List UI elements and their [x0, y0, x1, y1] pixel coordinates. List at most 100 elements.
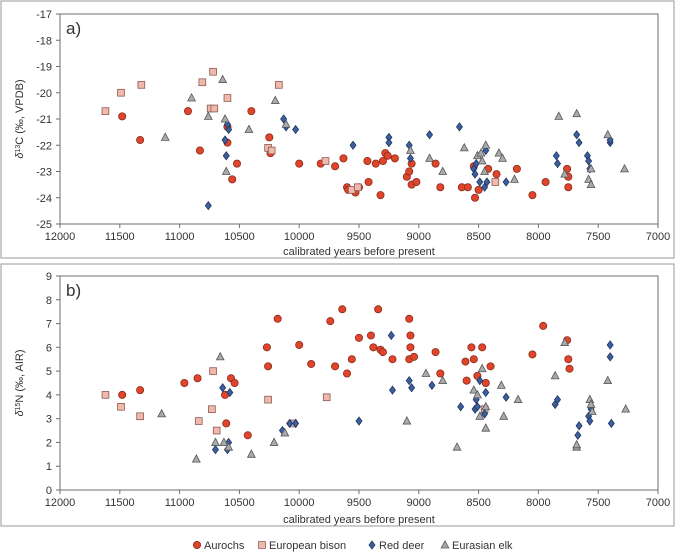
- elk-point: [191, 454, 201, 463]
- aurochs-point: [481, 378, 490, 387]
- reddeer-point: [286, 418, 294, 429]
- aurochs-point: [354, 333, 363, 342]
- aurochs-point: [233, 159, 242, 168]
- elk-point: [438, 375, 448, 385]
- y-tick-label: 4: [46, 390, 52, 402]
- chart-legend: Aurochs European bison Red deer Eurasian el…: [192, 539, 513, 552]
- aurochs-point: [431, 159, 440, 168]
- aurochs-point: [369, 343, 378, 352]
- elk-point: [472, 389, 482, 399]
- elk-point: [496, 380, 506, 389]
- y-tick-label: 5: [46, 366, 52, 378]
- reddeer-point: [222, 151, 230, 161]
- series-elk: [157, 337, 631, 463]
- aurochs-point: [264, 362, 273, 371]
- bison-point: [264, 395, 272, 404]
- elk-point: [475, 411, 485, 420]
- reddeer-point: [554, 394, 562, 405]
- x-tick-label: 11500: [105, 231, 135, 243]
- x-tick-label: 7500: [586, 497, 610, 509]
- aurochs-point: [378, 348, 387, 357]
- bison-point: [117, 402, 125, 411]
- y-axis-title: δ13C (‰, VPDB): [14, 79, 26, 158]
- reddeer-point: [575, 421, 583, 431]
- aurochs-point: [364, 177, 373, 186]
- y-tick-label: 2: [46, 437, 52, 449]
- legend-item-elk: Eurasian elk: [440, 539, 513, 552]
- reddeer-point: [406, 153, 414, 164]
- elk-point: [498, 153, 507, 162]
- aurochs-point: [118, 390, 127, 399]
- series-elk: [160, 74, 629, 189]
- legend-item-reddeer: Red deer: [368, 540, 425, 552]
- bison-point: [223, 94, 232, 102]
- aurochs-point: [486, 362, 495, 371]
- aurochs-point: [512, 164, 521, 173]
- y-tick-label: -22: [36, 140, 52, 152]
- elk-point: [280, 427, 290, 437]
- x-tick-label: 10000: [284, 231, 315, 243]
- aurochs-point: [378, 156, 387, 165]
- legend-item-aurochs: Aurochs: [192, 540, 245, 552]
- aurochs-point: [273, 314, 282, 323]
- elk-point: [221, 166, 231, 175]
- x-tick-label: 10500: [224, 231, 255, 243]
- elk-point: [246, 449, 256, 458]
- elk-point: [481, 140, 491, 149]
- x-tick-label: 7000: [646, 231, 670, 243]
- legend-marker-elk: [440, 539, 450, 549]
- aurochs-point: [539, 321, 548, 330]
- aurochs-point: [195, 146, 204, 155]
- aurochs-point: [406, 343, 415, 352]
- x-tick-label: 9000: [407, 231, 431, 243]
- elk-point: [218, 74, 228, 84]
- panel-border: [0, 263, 675, 527]
- aurochs-point: [528, 191, 537, 200]
- aurochs-point: [528, 350, 537, 359]
- elk-point: [157, 408, 167, 418]
- aurochs-point: [431, 348, 440, 357]
- x-tick-label: 7000: [646, 497, 670, 509]
- elk-point: [452, 442, 462, 451]
- y-tick-label: -23: [36, 167, 52, 179]
- elk-point: [572, 108, 582, 118]
- bison-point: [321, 157, 330, 165]
- bison-point: [267, 146, 276, 155]
- aurochs-point: [478, 343, 487, 352]
- bison-point: [198, 78, 207, 87]
- aurochs-point: [228, 175, 237, 184]
- reddeer-point: [502, 177, 510, 187]
- aurochs-point: [343, 369, 352, 378]
- elk-point: [281, 119, 291, 128]
- aurochs-point: [136, 386, 145, 395]
- reddeer-point: [457, 402, 465, 412]
- elk-point: [603, 375, 613, 385]
- y-tick-label: 9: [46, 271, 52, 283]
- bison-point: [209, 67, 217, 76]
- legend-marker-aurochs: [192, 541, 201, 550]
- y-tick-label: -18: [36, 35, 52, 47]
- elk-point: [211, 437, 220, 446]
- aurochs-point: [338, 305, 347, 314]
- aurochs-point: [471, 193, 480, 202]
- reddeer-point: [385, 137, 393, 148]
- aurochs-point: [406, 331, 415, 340]
- aurochs-point: [193, 374, 202, 383]
- reddeer-point: [472, 158, 480, 169]
- elk-point: [586, 179, 596, 189]
- reddeer-point: [387, 330, 395, 341]
- bison-point: [194, 417, 203, 425]
- panel-border: [0, 0, 675, 259]
- aurochs-point: [541, 177, 550, 186]
- elk-point: [476, 148, 486, 157]
- reddeer-point: [606, 340, 614, 350]
- aurochs-point: [412, 177, 421, 186]
- plot-area: [59, 275, 659, 491]
- reddeer-point: [476, 375, 484, 386]
- bison-point: [322, 393, 331, 402]
- aurochs-point: [564, 183, 573, 192]
- panel-b-chart: 12000 11500 11000 10500 10000 9500 9000 8500 800…: [0, 263, 675, 527]
- reddeer-point: [408, 383, 416, 393]
- aurochs-point: [136, 135, 145, 144]
- y-tick-label: -17: [36, 9, 52, 21]
